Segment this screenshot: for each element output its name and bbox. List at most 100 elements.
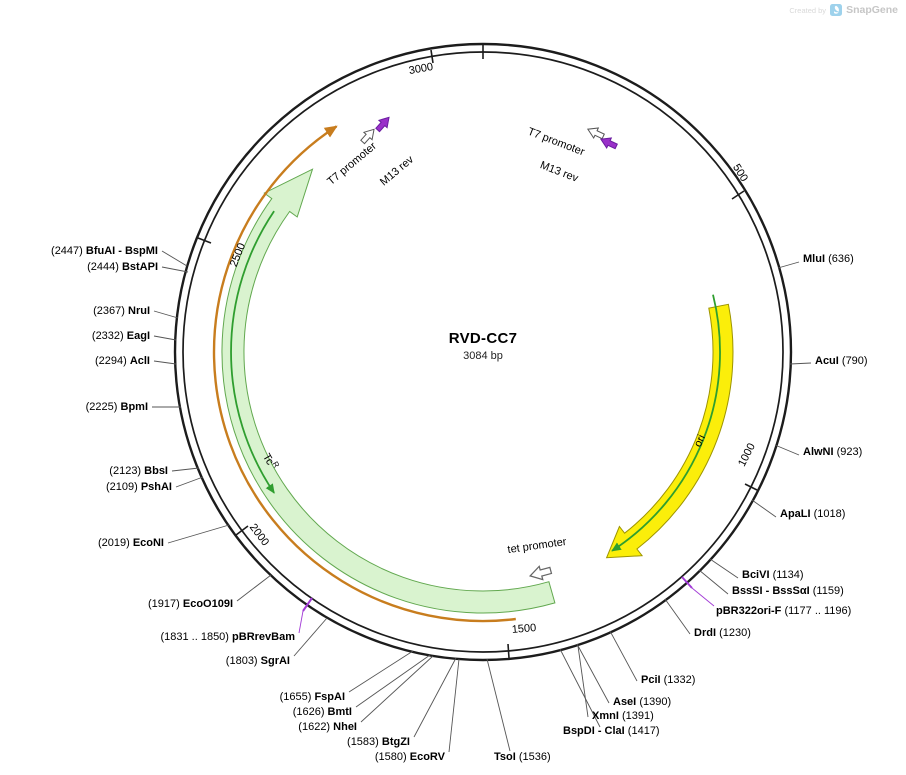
enzyme-label-asei[interactable]: AseI (1390) — [613, 695, 671, 709]
enzyme-name: BssSI - BssSαI — [732, 585, 810, 597]
enzyme-position: (1917) — [148, 598, 180, 610]
enzyme-label-bsssi-bsss-i[interactable]: BssSI - BssSαI (1159) — [732, 584, 844, 598]
enzyme-label-bstapi[interactable]: (2444) BstAPI — [87, 260, 158, 274]
enzyme-position: (1831 .. 1850) — [160, 631, 229, 643]
enzyme-label-apali[interactable]: ApaLI (1018) — [780, 507, 845, 521]
enzyme-name: EcoRV — [409, 751, 445, 763]
enzyme-label-drdi[interactable]: DrdI (1230) — [694, 626, 751, 640]
tet-promoter-arrow-icon[interactable] — [528, 564, 553, 583]
enzyme-label-nhei[interactable]: (1622) NheI — [298, 720, 357, 734]
m13-rev-arrow-icon[interactable] — [374, 114, 394, 134]
label-leader-line — [448, 658, 460, 753]
label-leader-line — [171, 467, 200, 472]
label-leader-line — [175, 476, 204, 488]
enzyme-label-mlui[interactable]: MluI (636) — [803, 252, 854, 266]
enzyme-name: SgrAI — [260, 655, 290, 667]
enzyme-name: TsoI — [494, 751, 516, 763]
enzyme-label-bbsi[interactable]: (2123) BbsI — [109, 464, 168, 478]
enzyme-name: DrdI — [694, 627, 716, 639]
enzyme-label-pshai[interactable]: (2109) PshAI — [106, 480, 172, 494]
primer-site-tick[interactable] — [302, 597, 313, 612]
enzyme-position: (1018) — [813, 508, 846, 520]
enzyme-label-ecorv[interactable]: (1580) EcoRV — [375, 750, 445, 764]
ori-direction-arc[interactable] — [611, 294, 721, 552]
tcr-direction-arc[interactable] — [230, 210, 275, 494]
enzyme-position: (1134) — [772, 569, 804, 581]
label-leader-line — [709, 558, 739, 579]
label-leader-line — [777, 261, 800, 269]
plasmid-name: RVD-CC7 — [448, 330, 518, 347]
enzyme-position: (1177 .. 1196) — [784, 605, 852, 617]
enzyme-name: PciI — [641, 674, 661, 686]
enzyme-label-btgzi[interactable]: (1583) BtgZI — [347, 735, 410, 749]
enzyme-label-pcii[interactable]: PciI (1332) — [641, 673, 695, 687]
enzyme-name: AlwNI — [803, 446, 834, 458]
enzyme-position: (2109) — [105, 481, 138, 493]
enzyme-name: BstAPI — [121, 261, 158, 273]
enzyme-position: (1580) — [374, 751, 407, 763]
enzyme-label-bcivi[interactable]: BciVI (1134) — [742, 568, 804, 582]
label-leader-line — [698, 569, 729, 595]
enzyme-label-bfuai-bspmi[interactable]: (2447) BfuAI - BspMI — [51, 244, 158, 258]
primer-site-tick[interactable] — [681, 576, 693, 589]
enzyme-label-bpmi[interactable]: (2225) BpmI — [86, 400, 148, 414]
t7-promoter-arrow-icon[interactable] — [359, 126, 379, 146]
enzyme-position: (1655) — [279, 691, 312, 703]
enzyme-label-bspdi-clai[interactable]: BspDI - ClaI (1417) — [563, 724, 660, 738]
label-leader-line — [153, 335, 177, 341]
enzyme-label-tsoi[interactable]: TsoI (1536) — [494, 750, 551, 764]
position-tick — [744, 483, 758, 491]
enzyme-position: (1626) — [292, 706, 325, 718]
enzyme-position: (1622) — [298, 721, 331, 733]
enzyme-label-pbrrevbam[interactable]: (1831 .. 1850) pBRrevBam — [160, 630, 295, 644]
enzyme-label-pbr322ori-f[interactable]: pBR322ori-F (1177 .. 1196) — [716, 604, 851, 618]
enzyme-name: NheI — [333, 721, 357, 733]
tcr-feature-arrow[interactable] — [221, 168, 556, 614]
ori-feature-arrow[interactable] — [605, 303, 734, 559]
enzyme-label-acli[interactable]: (2294) AclI — [95, 354, 150, 368]
label-leader-line — [161, 266, 189, 273]
watermark-brand: SnapGene — [846, 4, 898, 16]
label-leader-line — [355, 654, 431, 708]
m13-rev-arrow-2-icon[interactable] — [599, 134, 619, 151]
enzyme-name: EcoNI — [132, 537, 164, 549]
label-leader-line — [298, 610, 304, 634]
enzyme-position: (2444) — [87, 261, 119, 273]
enzyme-label-xmni[interactable]: XmnI (1391) — [592, 709, 654, 723]
enzyme-position: (1230) — [719, 627, 751, 639]
label-leader-line — [167, 524, 230, 544]
label-leader-line — [161, 250, 188, 267]
label-leader-line — [153, 310, 179, 319]
enzyme-label-sgrai[interactable]: (1803) SgrAI — [226, 654, 290, 668]
label-leader-line — [360, 655, 434, 723]
enzyme-label-bmti[interactable]: (1626) BmtI — [293, 705, 352, 719]
enzyme-name: BmtI — [327, 706, 352, 718]
enzyme-label-eagi[interactable]: (2332) EagI — [92, 329, 150, 343]
enzyme-name: FspAI — [314, 691, 345, 703]
snapgene-logo-icon — [830, 4, 843, 16]
label-leader-line — [486, 658, 511, 752]
enzyme-name: AseI — [613, 696, 637, 708]
enzyme-name: XmnI — [592, 710, 619, 722]
enzyme-position: (1391) — [621, 710, 654, 722]
enzyme-label-acui[interactable]: AcuI (790) — [815, 354, 868, 368]
enzyme-label-nrui[interactable]: (2367) NruI — [93, 304, 150, 318]
plasmid-size: 3084 bp — [463, 350, 503, 362]
watermark-created-by: Created by — [789, 5, 827, 15]
backbone-segment-arc[interactable] — [212, 125, 516, 623]
label-leader-line — [789, 362, 812, 365]
label-leader-line — [293, 617, 328, 657]
enzyme-position: (790) — [841, 355, 868, 367]
label-leader-line — [153, 360, 177, 365]
enzyme-name: EagI — [126, 330, 150, 342]
t7-promoter-arrow-2-icon[interactable] — [586, 124, 606, 141]
enzyme-label-alwni[interactable]: AlwNI (923) — [803, 445, 862, 459]
enzyme-name: pBR322ori-F — [716, 605, 782, 617]
enzyme-label-econi[interactable]: (2019) EcoNI — [98, 536, 164, 550]
enzyme-name: AclI — [129, 355, 150, 367]
enzyme-label-fspai[interactable]: (1655) FspAI — [280, 690, 345, 704]
position-tick — [507, 643, 510, 659]
enzyme-label-ecoo109i[interactable]: (1917) EcoO109I — [148, 597, 233, 611]
label-leader-line — [348, 650, 414, 693]
